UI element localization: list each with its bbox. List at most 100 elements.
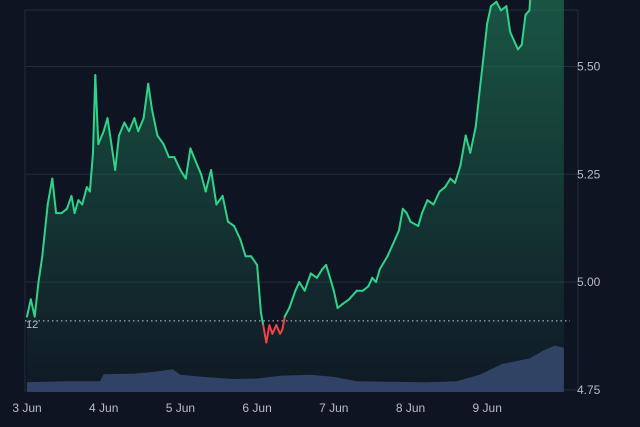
price-line-segment bbox=[51, 177, 58, 215]
price-line-segment bbox=[250, 255, 259, 266]
x-tick-label: 5 Jun bbox=[166, 401, 195, 415]
price-line-segment bbox=[88, 151, 94, 193]
price-line-segment bbox=[204, 169, 213, 193]
price-line-segment bbox=[60, 207, 68, 215]
y-tick-label: 4.75 bbox=[577, 383, 601, 397]
price-line-segment bbox=[513, 39, 519, 51]
price-line-segment bbox=[294, 281, 301, 292]
price-line-segment bbox=[386, 238, 397, 258]
price-line-layer bbox=[26, 0, 532, 344]
price-line-segment bbox=[256, 263, 262, 314]
price-line-segment bbox=[179, 169, 187, 180]
price-line-segment bbox=[438, 186, 446, 193]
price-line-segment bbox=[33, 281, 40, 318]
price-line-segment bbox=[259, 311, 265, 327]
price-line-segment bbox=[133, 117, 140, 133]
price-line-segment bbox=[94, 74, 100, 146]
price-line-segment bbox=[325, 263, 331, 279]
price-line-segment bbox=[118, 121, 126, 137]
price-line-segment bbox=[271, 324, 278, 335]
price-line-segment bbox=[268, 324, 274, 335]
price-line-segment bbox=[65, 194, 73, 210]
price-line-segment bbox=[97, 130, 105, 146]
price-line-segment bbox=[409, 220, 420, 227]
price-line-segment bbox=[329, 276, 335, 292]
x-tick-label: 7 Jun bbox=[319, 401, 348, 415]
price-line-segment bbox=[147, 82, 153, 111]
price-line-segment bbox=[444, 177, 452, 189]
price-line-segment bbox=[298, 281, 306, 292]
price-line-segment bbox=[375, 268, 381, 284]
price-line-segment bbox=[142, 82, 150, 120]
price-line-segment bbox=[378, 255, 389, 271]
price-line-segment bbox=[486, 5, 492, 25]
price-line-segment bbox=[405, 212, 412, 223]
price-line-segment bbox=[367, 276, 374, 288]
price-line-segment bbox=[394, 229, 400, 240]
price-line-segment bbox=[110, 143, 117, 171]
price-line-segment bbox=[315, 268, 324, 279]
price-line-segment bbox=[156, 134, 165, 146]
price-line-segment bbox=[26, 298, 32, 318]
price-line-segment bbox=[200, 173, 207, 193]
price-line-segment bbox=[37, 255, 44, 284]
price-line-segment bbox=[474, 91, 481, 128]
price-line-segment bbox=[106, 117, 113, 146]
price-line-segment bbox=[70, 194, 76, 215]
price-line-segment bbox=[194, 160, 203, 176]
price-line-segment bbox=[520, 13, 527, 46]
price-line-segment bbox=[81, 186, 88, 206]
price-line-segment bbox=[215, 194, 224, 206]
price-line-segment bbox=[421, 199, 429, 215]
price-line-segment bbox=[478, 56, 485, 94]
price-line-segment bbox=[239, 238, 247, 258]
price-line-segment bbox=[432, 190, 441, 206]
price-line-segment bbox=[332, 289, 339, 309]
price-line-segment bbox=[123, 121, 130, 133]
price-line-segment bbox=[336, 302, 344, 309]
price-line-segment bbox=[509, 31, 515, 42]
price-line-segment bbox=[348, 289, 358, 301]
price-line-segment bbox=[528, 0, 532, 12]
x-tick-label: 8 Jun bbox=[396, 401, 425, 415]
y-tick-label: 5.25 bbox=[577, 167, 601, 181]
price-line-segment bbox=[210, 169, 218, 206]
x-tick-label: 6 Jun bbox=[242, 401, 271, 415]
price-line-segment bbox=[288, 289, 297, 309]
price-line-segment bbox=[283, 307, 291, 318]
price-line-segment bbox=[73, 199, 80, 215]
x-tick-label: 4 Jun bbox=[89, 401, 118, 415]
price-line-segment bbox=[426, 199, 435, 206]
price-line-segment bbox=[309, 272, 318, 279]
price-line-segment bbox=[459, 134, 467, 167]
price-line-segment bbox=[303, 272, 312, 292]
price-line-segment bbox=[162, 143, 170, 159]
price-line-segment bbox=[227, 220, 236, 227]
price-line-segment bbox=[490, 0, 498, 8]
price-line-segment bbox=[505, 5, 512, 33]
price-line-segment bbox=[265, 324, 271, 344]
price-line-segment bbox=[281, 315, 286, 331]
price-line-segment bbox=[469, 125, 477, 154]
price-line-segment bbox=[482, 22, 489, 59]
price-line-segment bbox=[221, 194, 229, 223]
y-tick-label: 5.00 bbox=[577, 275, 601, 289]
price-line-segment bbox=[151, 108, 159, 137]
x-axis-ticks: 3 Jun 4 Jun 5 Jun 6 Jun 7 Jun 8 Jun 9 Jun bbox=[12, 401, 502, 415]
price-line-segment bbox=[189, 147, 197, 163]
price-line-segment bbox=[262, 324, 268, 344]
price-line-segment bbox=[128, 117, 136, 133]
y-tick-label: 5.50 bbox=[577, 60, 601, 74]
price-line-segment bbox=[233, 225, 242, 240]
price-line-segment bbox=[417, 212, 423, 227]
price-line-segment bbox=[342, 298, 351, 305]
price-line-segment bbox=[464, 134, 472, 154]
y-axis-ticks: 4.755.005.255.505.756.00 bbox=[577, 60, 601, 397]
price-line-segment bbox=[114, 134, 120, 171]
price-line-segment bbox=[137, 117, 145, 133]
price-line-segment bbox=[46, 177, 54, 206]
x-tick-label: 3 Jun bbox=[12, 401, 41, 415]
baseline-layer: 12 bbox=[25, 319, 570, 331]
price-area bbox=[27, 0, 564, 392]
